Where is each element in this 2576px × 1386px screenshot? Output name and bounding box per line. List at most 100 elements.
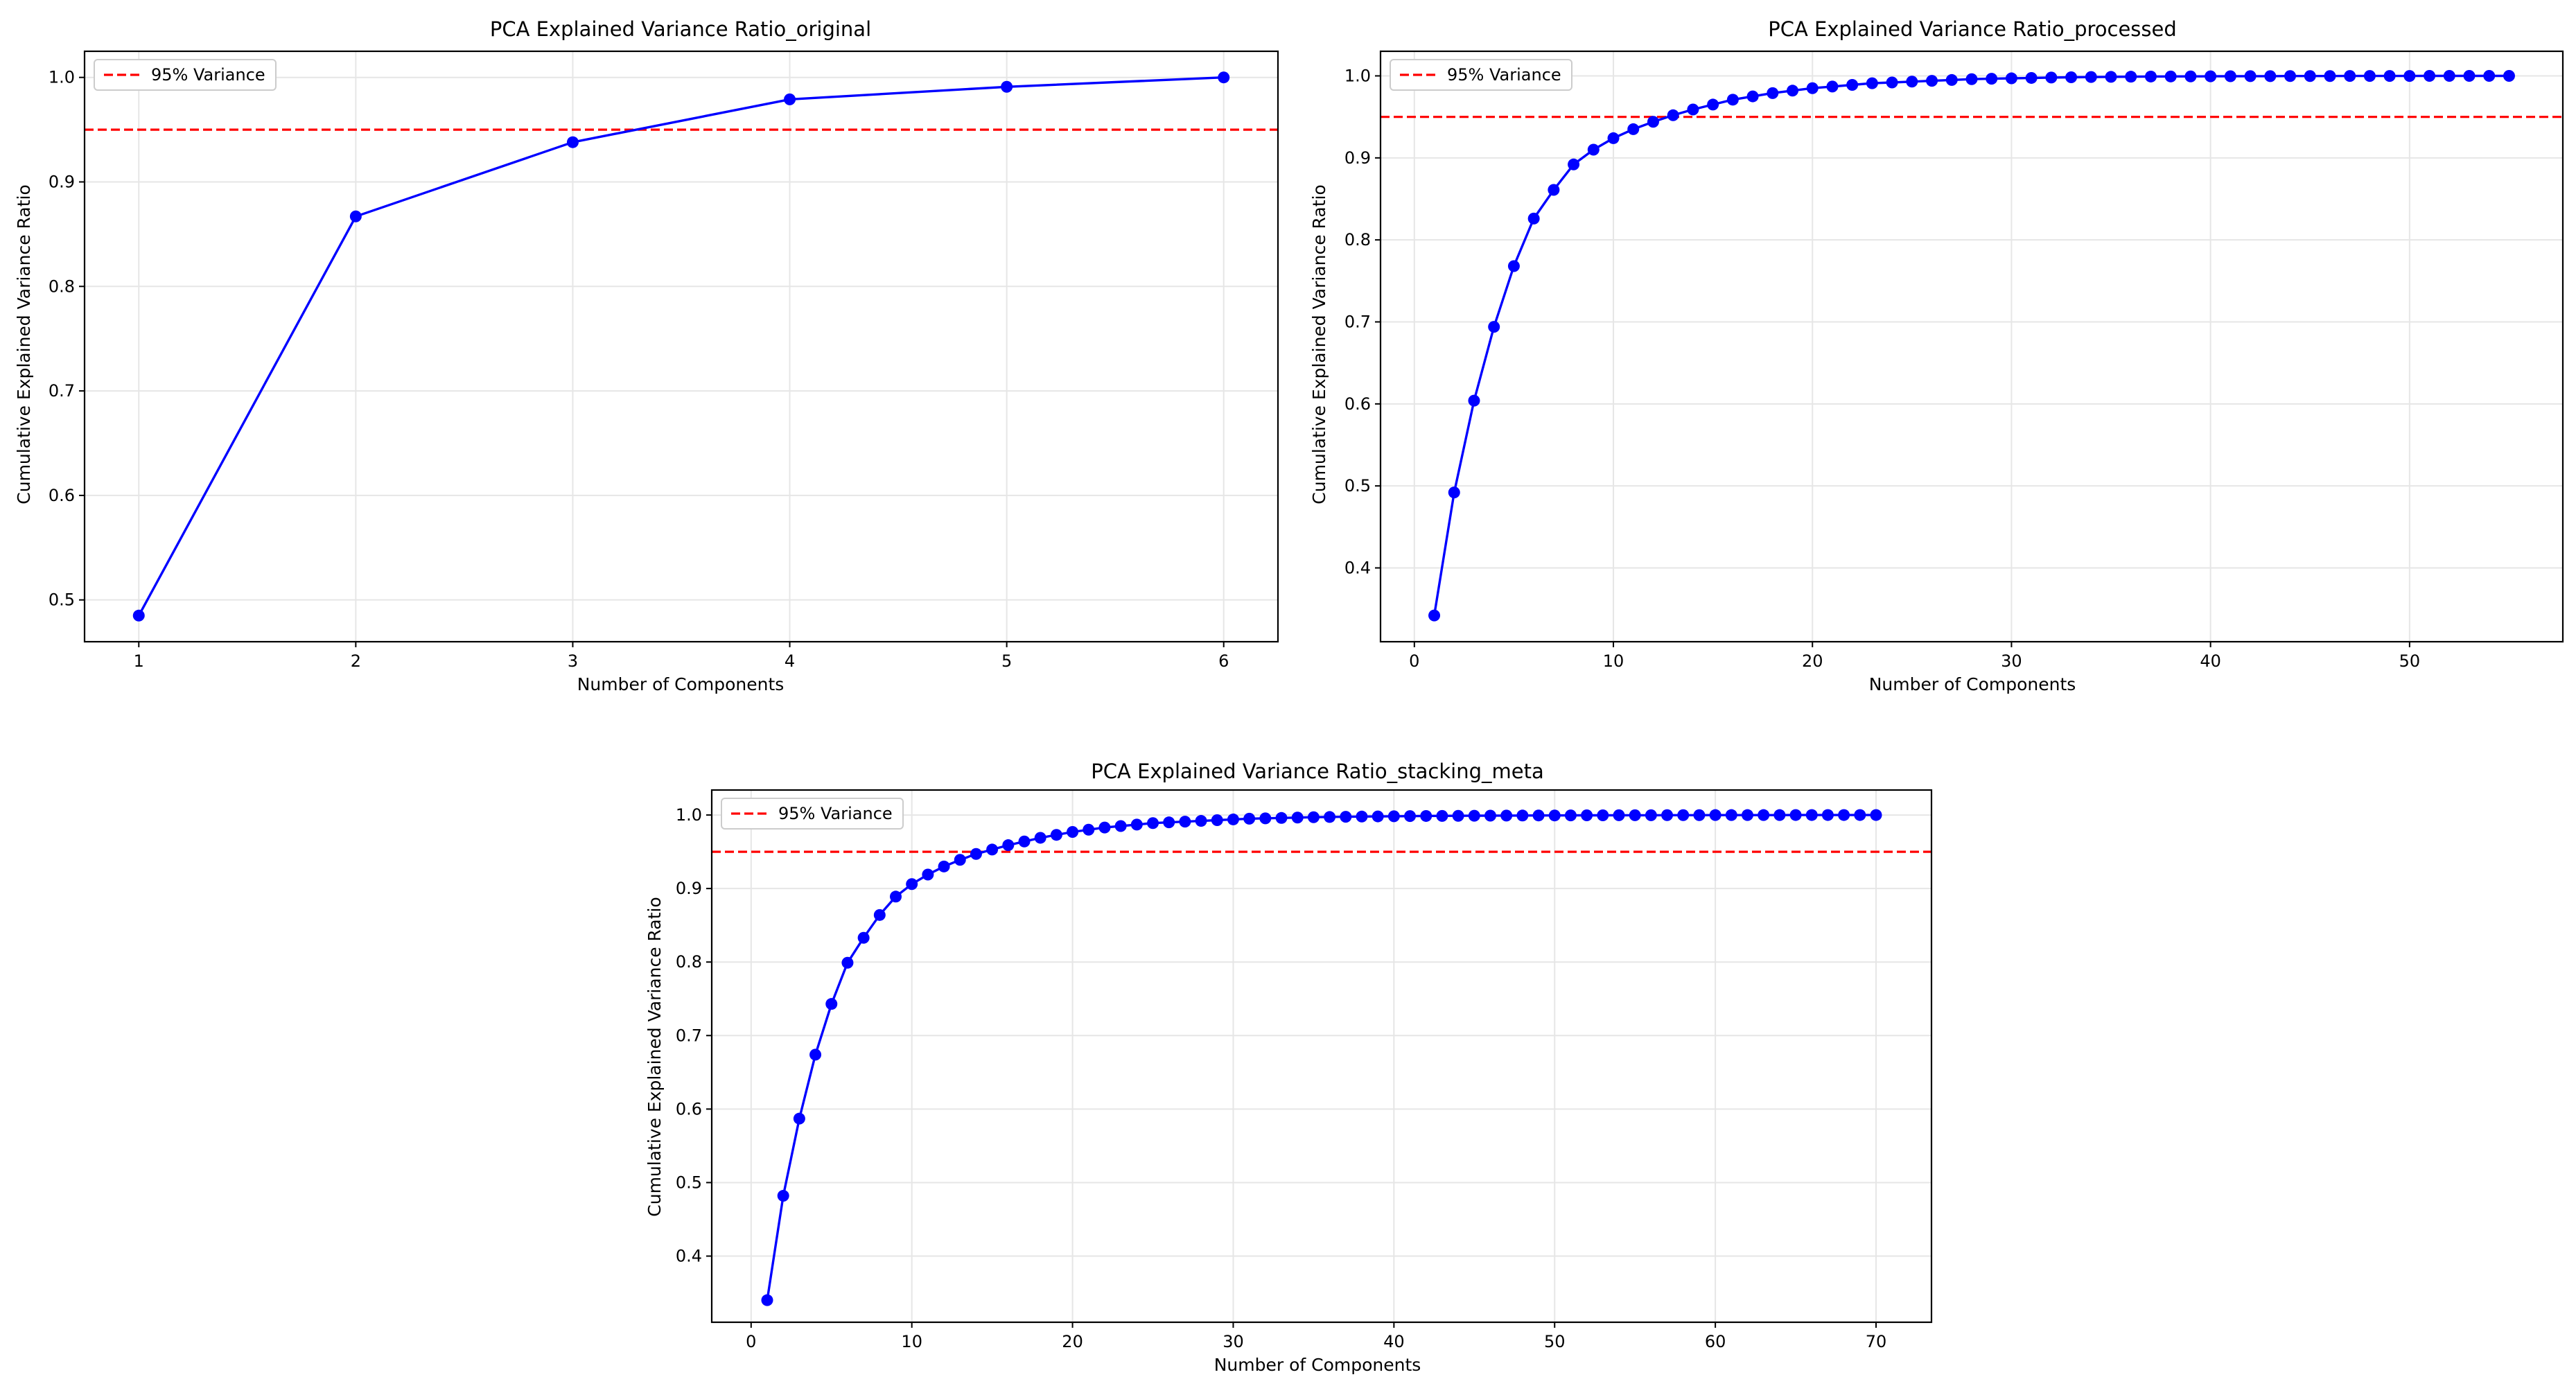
data-point — [2344, 70, 2356, 82]
data-point — [1002, 839, 1015, 852]
data-point — [2205, 70, 2217, 82]
data-point — [1854, 809, 1866, 821]
data-point — [2324, 70, 2336, 82]
data-point — [1468, 809, 1480, 822]
legend-label: 95% Variance — [151, 65, 265, 85]
y-tick-label: 1.0 — [49, 68, 75, 87]
data-point — [1805, 809, 1818, 821]
chart-title: PCA Explained Variance Ratio_stacking_me… — [1091, 760, 1543, 783]
data-point — [1083, 823, 1095, 836]
data-point — [2184, 70, 2197, 82]
data-point — [938, 860, 950, 872]
data-point — [1130, 818, 1143, 831]
y-tick-label: 0.5 — [1344, 476, 1371, 495]
y-tick-label: 0.6 — [676, 1099, 702, 1119]
data-point — [1468, 394, 1480, 407]
data-point — [1597, 809, 1609, 821]
data-point — [1787, 85, 1799, 97]
legend-label: 95% Variance — [778, 804, 893, 823]
data-point — [1627, 123, 1640, 135]
x-tick-label: 4 — [785, 651, 795, 671]
y-tick-label: 0.5 — [49, 590, 75, 610]
x-tick-label: 10 — [901, 1332, 922, 1351]
data-point — [1324, 811, 1336, 823]
data-point — [1647, 116, 1659, 128]
data-point — [1163, 816, 1175, 829]
data-point — [1758, 809, 1770, 821]
legend-box — [94, 59, 277, 91]
plot-frame — [710, 789, 1933, 1324]
y-tick-label: 1.0 — [1344, 67, 1371, 86]
y-tick-label: 0.6 — [49, 486, 75, 505]
plot-area — [1381, 51, 2563, 642]
x-tick-label: 20 — [1802, 651, 1823, 671]
data-point — [2503, 70, 2515, 82]
data-point — [1211, 814, 1223, 826]
data-point — [2304, 70, 2316, 82]
x-tick-label: 30 — [2001, 651, 2022, 671]
data-point — [1218, 71, 1230, 84]
plot-frame — [1379, 50, 2564, 643]
data-point — [1746, 90, 1759, 103]
data-point — [1516, 809, 1529, 822]
chart-title: PCA Explained Variance Ratio_original — [490, 17, 871, 41]
x-tick-label: 60 — [1705, 1332, 1726, 1351]
data-point — [566, 136, 579, 148]
y-axis-label: Cumulative Explained Variance Ratio — [14, 184, 34, 504]
data-point — [954, 854, 966, 866]
x-tick-label: 30 — [1223, 1332, 1244, 1351]
data-point — [1821, 809, 1834, 821]
data-point — [2363, 70, 2376, 82]
data-point — [809, 1049, 822, 1061]
x-tick-label: 50 — [1544, 1332, 1566, 1351]
data-point — [1275, 812, 1288, 824]
data-point — [1568, 158, 1580, 170]
data-point — [970, 848, 982, 860]
data-point — [1484, 809, 1496, 822]
data-point — [1926, 75, 1938, 87]
data-point — [1581, 809, 1593, 821]
x-axis-label: Number of Components — [577, 674, 785, 694]
data-point — [1098, 821, 1111, 834]
data-point — [1488, 321, 1500, 333]
data-point — [793, 1112, 805, 1125]
data-point — [1707, 98, 1719, 111]
y-tick-label: 0.7 — [1344, 313, 1371, 332]
x-tick-label: 10 — [1603, 651, 1624, 671]
data-point — [2125, 71, 2137, 83]
data-point — [1548, 184, 1560, 196]
data-point — [906, 878, 918, 891]
data-point — [2424, 70, 2436, 82]
data-point — [1448, 486, 1460, 499]
chart-original: PCA Explained Variance Ratio_original Nu… — [14, 17, 1279, 694]
data-point — [2105, 71, 2117, 83]
data-point — [1356, 810, 1368, 823]
data-point — [1667, 109, 1679, 121]
x-tick-label: 40 — [2200, 651, 2221, 671]
x-tick-label: 2 — [351, 651, 361, 671]
y-tick-label: 0.7 — [676, 1026, 702, 1045]
data-point — [1661, 809, 1674, 821]
x-tick-label: 50 — [2399, 651, 2421, 671]
data-point — [1587, 143, 1600, 156]
y-tick-label: 0.9 — [676, 879, 702, 898]
data-point — [1018, 835, 1031, 848]
data-point — [2045, 71, 2058, 84]
x-tick-label: 3 — [568, 651, 578, 671]
data-point — [1906, 76, 1918, 88]
data-point — [1179, 816, 1191, 828]
data-point — [1259, 812, 1272, 825]
data-point — [1372, 810, 1384, 823]
data-point — [825, 998, 838, 1010]
data-point — [1420, 809, 1432, 822]
data-point — [1945, 73, 1958, 86]
x-tick-label: 0 — [746, 1332, 756, 1351]
data-point — [1607, 132, 1620, 144]
chart-processed: PCA Explained Variance Ratio_processed N… — [1309, 17, 2564, 694]
data-point — [784, 93, 796, 105]
plot-area — [85, 51, 1278, 642]
data-point — [1532, 809, 1545, 822]
data-point — [841, 956, 854, 969]
data-point — [1613, 809, 1625, 821]
